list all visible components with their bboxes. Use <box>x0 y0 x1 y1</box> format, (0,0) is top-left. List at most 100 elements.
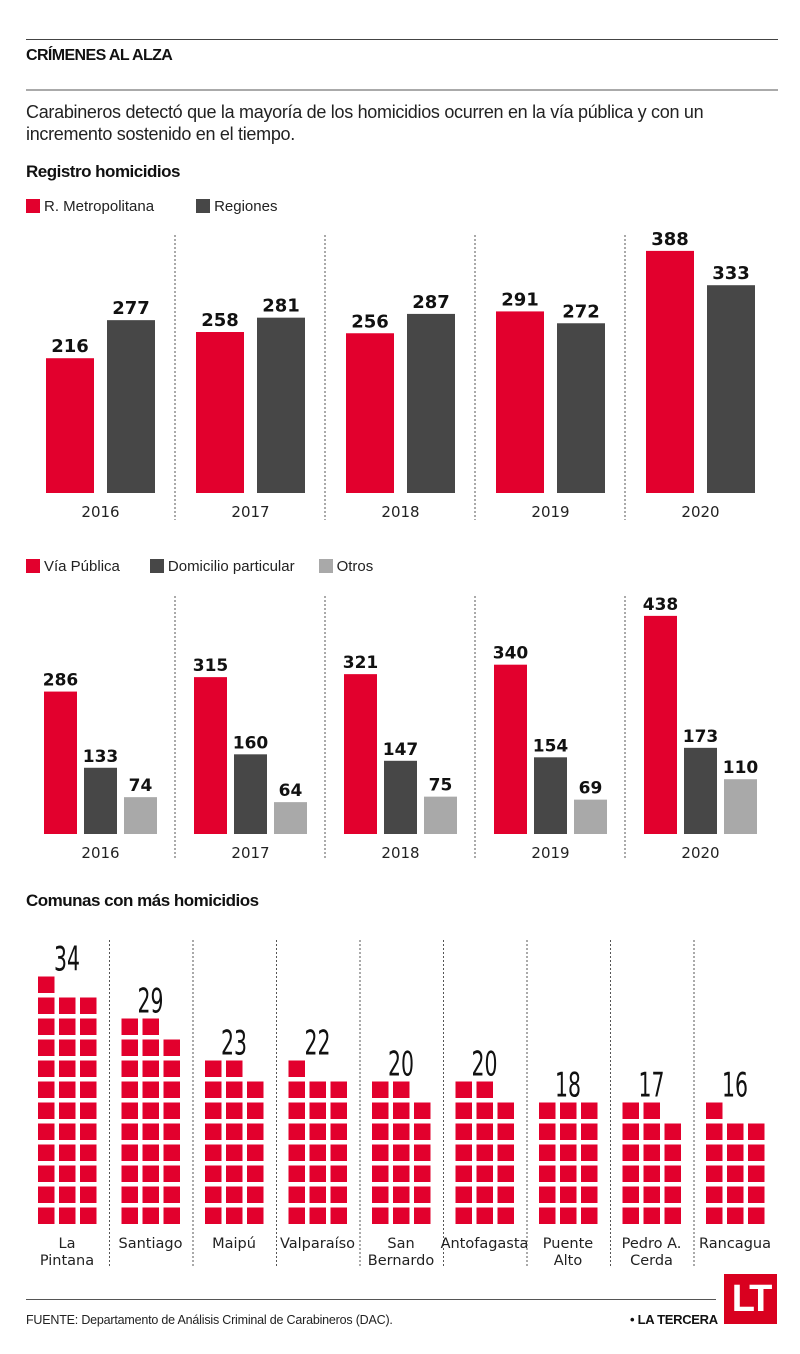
bar-2020-otros <box>724 779 757 834</box>
waffle-square <box>205 1186 222 1203</box>
data-label: 75 <box>429 776 453 796</box>
x-tick-label: 2019 <box>531 503 569 521</box>
bar-2018-v-a-p-blica <box>344 674 377 834</box>
data-label: 321 <box>343 653 379 673</box>
waffle-square <box>121 1060 138 1077</box>
waffle-square <box>497 1144 514 1161</box>
legend-label: Vía Pública <box>44 557 120 575</box>
waffle-square <box>706 1102 723 1119</box>
category-label: Maipú <box>212 1236 256 1252</box>
legend-item-otros: Otros <box>318 558 373 575</box>
waffle-square <box>226 1123 243 1140</box>
waffle-square <box>59 1102 76 1119</box>
waffle-square <box>372 1186 389 1203</box>
waffle-square <box>581 1186 598 1203</box>
bar-2017-domicilio-particular <box>234 754 267 834</box>
waffle-square <box>581 1144 598 1161</box>
bar-2019-domicilio-particular <box>534 757 567 834</box>
legend-item-domicilio: Domicilio particular <box>149 558 295 575</box>
waffle-square <box>247 1207 264 1224</box>
waffle-square <box>581 1123 598 1140</box>
data-label: 277 <box>112 298 150 319</box>
waffle-square <box>247 1144 264 1161</box>
waffle-square <box>80 997 97 1014</box>
waffle-square <box>80 1165 97 1182</box>
legend-swatch-red <box>26 559 40 573</box>
bar-2016-regiones <box>107 320 155 493</box>
title-rule <box>26 89 778 91</box>
data-label: 287 <box>412 292 450 313</box>
waffle-square <box>664 1144 681 1161</box>
waffle-square <box>142 1144 159 1161</box>
legend-label: Regiones <box>214 197 278 215</box>
waffle-square <box>59 1081 76 1098</box>
waffle-square <box>288 1186 305 1203</box>
waffle-square <box>393 1144 410 1161</box>
waffle-square <box>309 1207 326 1224</box>
waffle-square <box>748 1207 765 1224</box>
waffle-square <box>59 1207 76 1224</box>
data-label: 216 <box>51 336 89 357</box>
waffle-square <box>38 1165 55 1182</box>
waffle-square <box>560 1186 577 1203</box>
waffle-square <box>121 1186 138 1203</box>
bar-2020-r-metropolitana <box>646 250 694 493</box>
bar-2019-regiones <box>557 323 605 493</box>
data-label: 69 <box>579 779 603 799</box>
waffle-square <box>455 1165 472 1182</box>
waffle-square <box>59 1186 76 1203</box>
chart2-svg: 286 133 74 2016 315 160 64 2017 321 147 75 2018 340 1… <box>43 595 759 862</box>
x-tick-label: 2018 <box>381 844 419 862</box>
waffle-square <box>38 1207 55 1224</box>
waffle-square <box>288 1060 305 1077</box>
waffle-square <box>142 1081 159 1098</box>
waffle-square <box>372 1144 389 1161</box>
waffle-square <box>748 1186 765 1203</box>
chart3-title: Comunas con más homicidios <box>26 891 259 910</box>
waffle-square <box>706 1186 723 1203</box>
waffle-square <box>539 1144 556 1161</box>
waffle-square <box>309 1081 326 1098</box>
waffle-square <box>414 1102 431 1119</box>
legend-swatch-light <box>318 559 333 573</box>
waffle-square <box>414 1144 431 1161</box>
waffle-square <box>330 1081 347 1098</box>
waffle-square <box>121 1018 138 1035</box>
category-label: Alto <box>554 1253 583 1269</box>
waffle-square <box>330 1144 347 1161</box>
x-tick-label: 2020 <box>681 844 719 862</box>
waffle-square <box>142 1207 159 1224</box>
bar-2019-r-metropolitana <box>496 311 544 493</box>
waffle-square <box>163 1102 180 1119</box>
chart1-legend: R. Metropolitana Regiones <box>26 197 303 215</box>
legend-label: R. Metropolitana <box>44 197 155 215</box>
waffle-square <box>581 1102 598 1119</box>
waffle-square <box>226 1060 243 1077</box>
waffle-square <box>497 1207 514 1224</box>
waffle-square <box>309 1123 326 1140</box>
waffle-square <box>664 1186 681 1203</box>
bar-2018-r-metropolitana <box>346 333 394 493</box>
waffle-square <box>142 1039 159 1056</box>
bar-2020-regiones <box>707 285 755 493</box>
waffle-square <box>247 1102 264 1119</box>
bar-2016-domicilio-particular <box>84 767 117 834</box>
waffle-square <box>455 1186 472 1203</box>
category-label: Valparaíso <box>280 1236 355 1252</box>
waffle-square <box>497 1165 514 1182</box>
top-rule <box>26 39 778 40</box>
waffle-square <box>727 1207 744 1224</box>
waffle-square <box>142 1018 159 1035</box>
value-label: 23 <box>221 1023 247 1063</box>
waffle-square <box>59 1144 76 1161</box>
legend-swatch-dark <box>149 559 164 573</box>
waffle-square <box>38 1039 55 1056</box>
waffle-square <box>414 1123 431 1140</box>
waffle-square <box>539 1186 556 1203</box>
waffle-square <box>163 1186 180 1203</box>
waffle-square <box>476 1081 493 1098</box>
waffle-square <box>121 1144 138 1161</box>
waffle-square <box>309 1102 326 1119</box>
waffle-square <box>205 1165 222 1182</box>
chart1-svg: 216 277 2016 258 281 2017 256 287 2018 291 272 2019… <box>46 229 755 521</box>
